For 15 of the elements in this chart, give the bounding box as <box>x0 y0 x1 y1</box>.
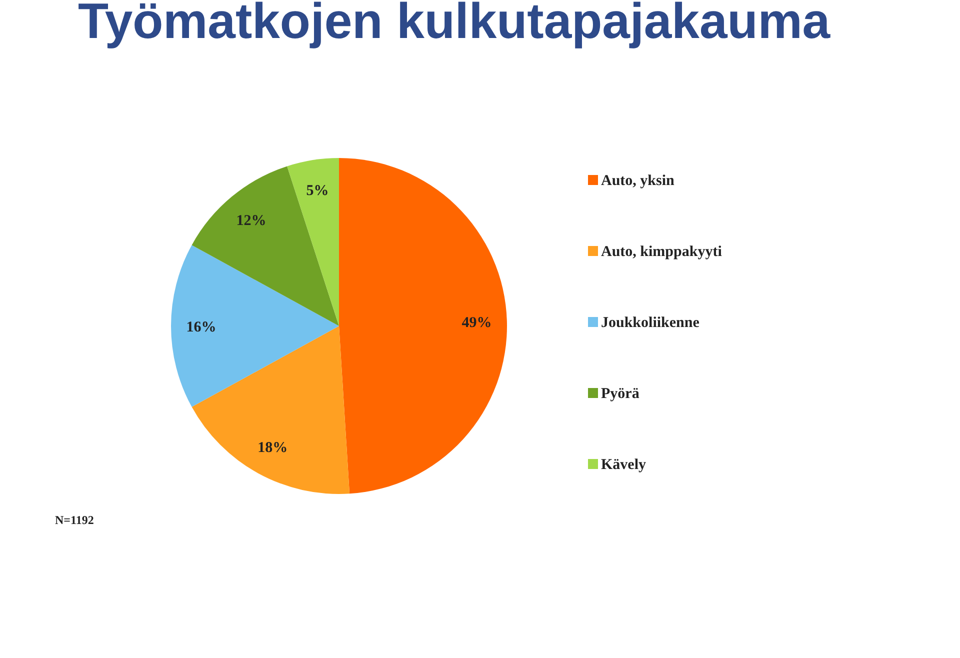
data-label: 49% <box>462 314 492 331</box>
data-label: 5% <box>306 183 329 200</box>
chart-title: Työmatkojen kulkutapajakauma <box>78 0 832 49</box>
data-label: 12% <box>236 213 266 230</box>
legend-label: Auto, yksin <box>601 173 676 189</box>
legend-label: Joukkoliikenne <box>601 315 700 331</box>
text: N=1192 <box>55 513 94 527</box>
data-label: 18% <box>258 440 288 456</box>
pie-slice <box>339 158 507 494</box>
legend-label: Pyörä <box>601 386 640 402</box>
pie-slice <box>287 158 339 326</box>
data-label: 16% <box>186 319 216 336</box>
legend-label: Kävely <box>601 457 646 473</box>
legend-label: Auto, kimppakyyti <box>601 244 722 260</box>
pie-slice <box>171 245 339 407</box>
